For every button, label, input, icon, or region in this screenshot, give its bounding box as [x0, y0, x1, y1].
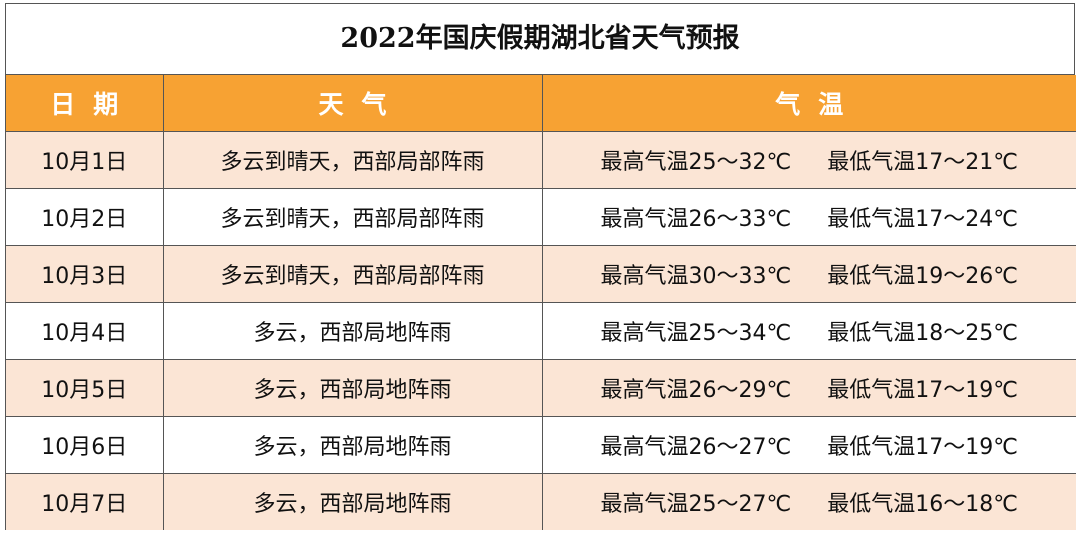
table-row: 10月1日 多云到晴天，西部局部阵雨 最高气温25～32℃ 最低气温17～21℃	[6, 131, 1076, 189]
table-row: 10月4日 多云，西部局地阵雨 最高气温25～34℃ 最低气温18～25℃	[6, 302, 1076, 360]
weather-cell: 多云，西部局地阵雨	[162, 416, 543, 474]
weather-cell: 多云，西部局地阵雨	[162, 359, 543, 417]
table-row: 10月3日 多云到晴天，西部局部阵雨 最高气温30～33℃ 最低气温19～26℃	[6, 245, 1076, 303]
high-temp: 最高气温25～27℃	[600, 492, 792, 517]
table-row: 10月6日 多云，西部局地阵雨 最高气温26～27℃ 最低气温17～19℃	[6, 416, 1076, 474]
low-temp: 最低气温17～21℃	[827, 150, 1018, 175]
high-temp: 最高气温25～32℃	[600, 150, 792, 175]
low-temp: 最低气温19～26℃	[827, 264, 1018, 289]
weather-cell: 多云，西部局地阵雨	[162, 302, 543, 360]
date-cell: 10月2日	[6, 188, 164, 246]
high-temp: 最高气温30～33℃	[600, 264, 792, 289]
forecast-rows: 10月1日 多云到晴天，西部局部阵雨 最高气温25～32℃ 最低气温17～21℃ …	[6, 131, 1076, 530]
forecast-table: 日期 天气 气温 10月1日 多云到晴天，西部局部阵雨 最高气温25～32℃ 最低…	[6, 75, 1076, 530]
table-row: 10月7日 多云，西部局地阵雨 最高气温25～27℃ 最低气温16～18℃	[6, 473, 1076, 530]
high-temp: 最高气温26～29℃	[600, 378, 792, 403]
temperature-cell: 最高气温25～27℃ 最低气温16～18℃	[541, 473, 1076, 530]
temperature-cell: 最高气温30～33℃ 最低气温19～26℃	[541, 245, 1076, 303]
date-cell: 10月7日	[6, 473, 164, 530]
forecast-title: 2022年国庆假期湖北省天气预报	[6, 4, 1074, 75]
weather-cell: 多云，西部局地阵雨	[162, 473, 543, 530]
temperature-cell: 最高气温25～32℃ 最低气温17～21℃	[541, 131, 1076, 189]
temperature-cell: 最高气温26～27℃ 最低气温17～19℃	[541, 416, 1076, 474]
header-weather: 天气	[162, 75, 543, 132]
low-temp: 最低气温17～19℃	[827, 435, 1018, 460]
low-temp: 最低气温18～25℃	[827, 321, 1018, 346]
date-cell: 10月3日	[6, 245, 164, 303]
high-temp: 最高气温25～34℃	[600, 321, 792, 346]
temperature-cell: 最高气温25～34℃ 最低气温18～25℃	[541, 302, 1076, 360]
temperature-cell: 最高气温26～33℃ 最低气温17～24℃	[541, 188, 1076, 246]
weather-cell: 多云到晴天，西部局部阵雨	[162, 131, 543, 189]
header-temperature: 气温	[541, 75, 1076, 132]
date-cell: 10月5日	[6, 359, 164, 417]
date-cell: 10月6日	[6, 416, 164, 474]
header-row: 日期 天气 气温	[6, 75, 1076, 132]
low-temp: 最低气温16～18℃	[827, 492, 1018, 517]
low-temp: 最低气温17～24℃	[827, 207, 1018, 232]
temperature-cell: 最高气温26～29℃ 最低气温17～19℃	[541, 359, 1076, 417]
table-row: 10月2日 多云到晴天，西部局部阵雨 最高气温26～33℃ 最低气温17～24℃	[6, 188, 1076, 246]
low-temp: 最低气温17～19℃	[827, 378, 1018, 403]
forecast-sheet: 2022年国庆假期湖北省天气预报 日期 天气 气温 10月1日 多云到晴天，西部…	[5, 3, 1076, 530]
weather-cell: 多云到晴天，西部局部阵雨	[162, 188, 543, 246]
high-temp: 最高气温26～27℃	[600, 435, 792, 460]
header-date: 日期	[6, 75, 164, 132]
table-row: 10月5日 多云，西部局地阵雨 最高气温26～29℃ 最低气温17～19℃	[6, 359, 1076, 417]
weather-cell: 多云到晴天，西部局部阵雨	[162, 245, 543, 303]
high-temp: 最高气温26～33℃	[600, 207, 792, 232]
date-cell: 10月1日	[6, 131, 164, 189]
date-cell: 10月4日	[6, 302, 164, 360]
